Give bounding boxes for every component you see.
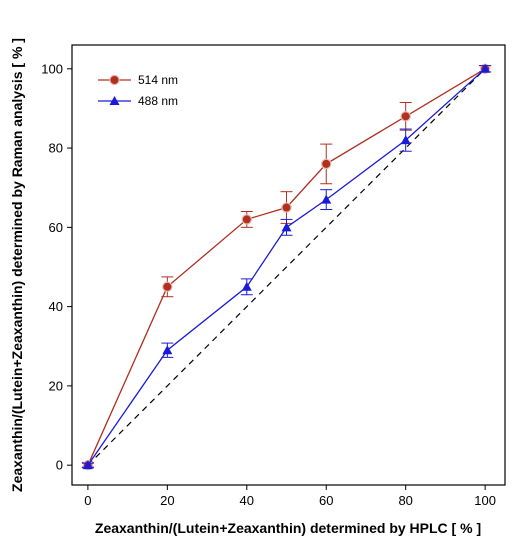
data-point xyxy=(241,281,252,291)
x-axis-title: Zeaxanthin/(Lutein+Zeaxanthin) determine… xyxy=(95,520,481,536)
data-point xyxy=(321,158,332,170)
data-point xyxy=(281,222,292,232)
y-tick-label: 80 xyxy=(49,141,63,156)
y-tick-label: 100 xyxy=(41,61,63,76)
data-point xyxy=(281,202,292,213)
data-point xyxy=(480,63,491,73)
data-point xyxy=(400,135,411,145)
data-point xyxy=(321,194,332,204)
reference-line xyxy=(87,68,486,466)
reference-layer xyxy=(87,68,486,466)
data-point xyxy=(241,214,252,225)
series-layer xyxy=(81,63,492,471)
data-point xyxy=(82,460,93,470)
x-tick-label: 40 xyxy=(240,493,254,508)
legend: 514 nm 488 nm xyxy=(98,73,178,108)
x-tick-label: 20 xyxy=(160,493,174,508)
y-tick-label: 40 xyxy=(49,299,63,314)
plot-frame xyxy=(71,44,506,486)
series-488-nm xyxy=(81,63,492,470)
legend-marker xyxy=(109,74,120,86)
legend-label: 488 nm xyxy=(138,94,178,108)
axis-layer: 0 20 40 60 80 100 0 20 40 60 80 100 xyxy=(41,61,496,508)
data-point xyxy=(162,345,173,355)
y-tick-label: 60 xyxy=(49,220,63,235)
x-tick-label: 100 xyxy=(474,493,496,508)
data-point xyxy=(400,111,411,122)
x-tick-label: 0 xyxy=(84,493,91,508)
data-point xyxy=(162,281,173,293)
y-tick-label: 20 xyxy=(49,378,63,393)
legend-marker xyxy=(109,96,120,105)
y-tick-label: 0 xyxy=(56,458,63,473)
y-axis-title: Zeaxanthin/(Lutein+Zeaxanthin) determine… xyxy=(9,38,25,492)
x-tick-label: 80 xyxy=(398,493,412,508)
legend-label: 514 nm xyxy=(138,73,178,87)
x-tick-label: 60 xyxy=(319,493,333,508)
